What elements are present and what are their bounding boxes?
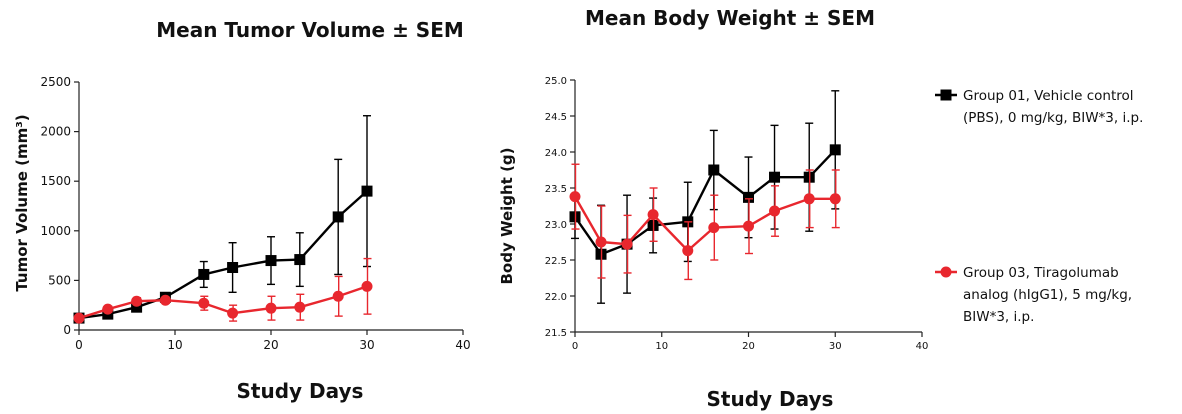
weight-y-tick-label: 22.5 (545, 256, 567, 267)
weight-x-tick-label: 20 (742, 341, 755, 352)
weight-data-point (647, 209, 659, 221)
tumor-data-point (227, 307, 239, 319)
legend: Group 01, Vehicle control (PBS), 0 mg/kg,… (935, 88, 1143, 325)
tumor-data-point (361, 280, 373, 292)
tumor-series-line (78, 190, 368, 320)
weight-series-line (573, 196, 836, 252)
tumor-x-tick-label: 0 (75, 338, 83, 352)
weight-x-tick-label: 0 (572, 341, 578, 352)
tumor-y-tick-label: 500 (48, 273, 71, 287)
tumor-y-tick-label: 1500 (40, 174, 71, 188)
tumor-data-point (332, 211, 344, 223)
weight-data-point (743, 220, 754, 232)
tumor-series-1 (73, 115, 373, 324)
tumor-data-point (159, 294, 171, 306)
weight-series-line (574, 149, 837, 256)
weight-data-point (769, 205, 781, 217)
tumor-data-point (131, 295, 143, 307)
legend-marker (940, 266, 952, 278)
tumor-chart-title: Mean Tumor Volume ± SEM (156, 18, 464, 42)
tumor-y-tick-label: 2500 (40, 75, 71, 89)
tumor-data-point (198, 268, 210, 280)
tumor-y-tick-label: 0 (63, 323, 71, 337)
tumor-data-point (265, 302, 277, 314)
tumor-x-tick-label: 30 (359, 338, 374, 352)
legend-label: analog (hIgG1), 5 mg/kg, (963, 287, 1132, 303)
legend-item-1: Group 01, Vehicle control (PBS), 0 mg/kg,… (935, 88, 1143, 126)
weight-x-tick-label: 30 (829, 341, 842, 352)
weight-y-tick-label: 23.5 (545, 184, 567, 195)
tumor-x-tick-label: 40 (455, 338, 470, 352)
tumor-data-point (294, 301, 306, 313)
weight-series-1 (569, 90, 841, 304)
tumor-y-tick-label: 1000 (40, 224, 71, 238)
weight-data-point (803, 193, 815, 205)
weight-data-point (621, 238, 633, 250)
weight-y-tick-label: 21.5 (545, 328, 567, 339)
tumor-y-axis-label: Tumor Volume (mm³) (13, 114, 31, 291)
weight-data-point (829, 193, 841, 205)
weight-y-tick-label: 23.0 (545, 220, 567, 231)
legend-label: (PBS), 0 mg/kg, BIW*3, i.p. (963, 110, 1143, 126)
tumor-volume-chart: Mean Tumor Volume ± SEM Study Days Tumor… (13, 18, 471, 403)
tumor-x-tick-label: 20 (263, 338, 278, 352)
tumor-data-point (294, 254, 306, 266)
weight-y-tick-label: 24.0 (545, 148, 567, 159)
tumor-y-tick-label: 2000 (40, 125, 71, 139)
weight-data-point (708, 164, 720, 176)
tumor-series-2 (73, 257, 373, 324)
tumor-data-point (102, 303, 114, 315)
tumor-x-axis-label: Study Days (237, 379, 364, 403)
legend-label: Group 01, Vehicle control (963, 88, 1134, 104)
tumor-data-point (73, 312, 85, 324)
weight-data-point (595, 236, 607, 248)
weight-data-point (682, 245, 694, 257)
weight-x-tick-label: 40 (916, 341, 929, 352)
tumor-data-point (361, 185, 373, 197)
weight-data-point (829, 144, 841, 156)
weight-data-point (569, 191, 581, 203)
legend-item-2: Group 03, Tiragolumab analog (hIgG1), 5 m… (935, 265, 1132, 325)
weight-chart-title: Mean Body Weight ± SEM (585, 6, 875, 30)
tumor-data-point (332, 290, 344, 302)
weight-x-axis-label: Study Days (707, 387, 834, 411)
weight-data-point (743, 191, 754, 203)
legend-label: BIW*3, i.p. (963, 309, 1034, 325)
legend-marker (940, 89, 952, 101)
tumor-data-point (198, 297, 210, 309)
weight-data-point (769, 171, 781, 183)
tumor-series-line (78, 285, 368, 320)
weight-data-point (708, 222, 720, 234)
weight-y-tick-label: 24.5 (545, 112, 567, 123)
weight-series-2 (569, 163, 841, 281)
weight-y-tick-label: 25.0 (545, 76, 567, 87)
legend-label: Group 03, Tiragolumab (963, 265, 1119, 281)
tumor-data-point (265, 255, 277, 267)
tumor-data-point (131, 301, 143, 313)
weight-y-axis-label: Body Weight (g) (498, 147, 516, 284)
weight-y-tick-label: 22.0 (545, 292, 567, 303)
tumor-x-tick-label: 10 (167, 338, 182, 352)
tumor-data-point (227, 262, 239, 274)
weight-x-tick-label: 10 (655, 341, 668, 352)
body-weight-chart: Mean Body Weight ± SEM Study Days Body W… (498, 6, 928, 411)
